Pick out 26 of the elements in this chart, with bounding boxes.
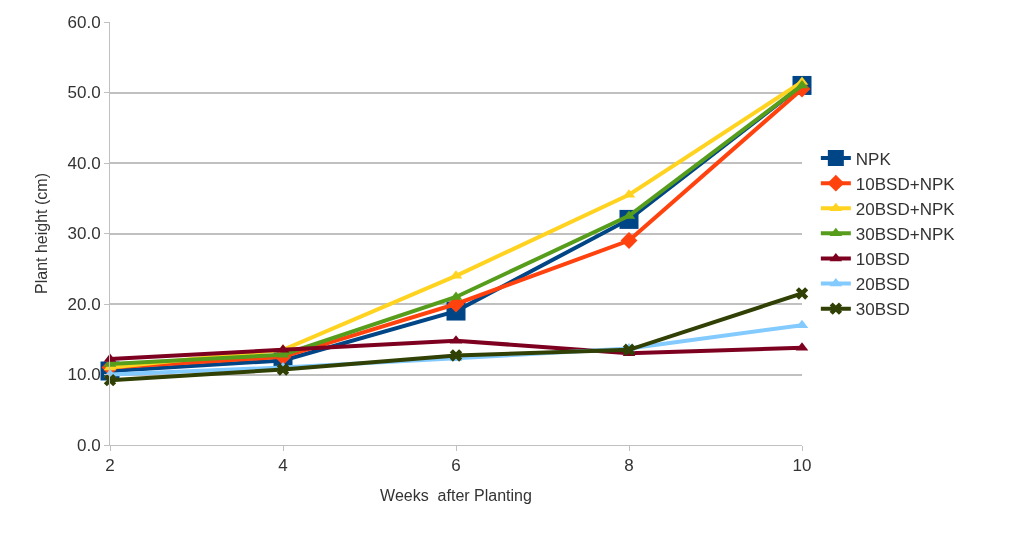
y-tick-label: 30.0 bbox=[67, 224, 101, 244]
legend-label: 20BSD+NPK bbox=[855, 199, 956, 219]
x-tick-label: 8 bbox=[624, 456, 634, 476]
y-tick-label: 50.0 bbox=[67, 83, 101, 103]
point bbox=[620, 232, 638, 249]
x-axis-title: Weeks after Planting bbox=[380, 487, 532, 505]
x-tick-label: 6 bbox=[451, 456, 461, 476]
legend-label: 10BSD bbox=[855, 250, 910, 270]
legend-label: 10BSD+NPK bbox=[855, 174, 956, 194]
y-tick-label: 60.0 bbox=[67, 12, 101, 32]
point bbox=[276, 363, 290, 376]
y-tick-label: 0.0 bbox=[76, 435, 101, 455]
y-tick-label: 10.0 bbox=[67, 365, 101, 385]
x-tick-label: 10 bbox=[792, 456, 812, 476]
point bbox=[622, 343, 636, 357]
x-tick-label: 4 bbox=[278, 456, 288, 476]
legend-label: NPK bbox=[855, 149, 892, 169]
point bbox=[103, 373, 117, 387]
legend-label: 30BSD bbox=[855, 300, 910, 320]
y-axis-title: Plant height (cm) bbox=[33, 173, 51, 294]
legend-label: 30BSD+NPK bbox=[855, 224, 956, 244]
point bbox=[795, 287, 809, 300]
legend-label: 20BSD bbox=[855, 275, 910, 295]
x-tick-label: 2 bbox=[105, 456, 115, 476]
y-tick-label: 20.0 bbox=[67, 294, 101, 314]
y-tick-label: 40.0 bbox=[67, 153, 101, 173]
